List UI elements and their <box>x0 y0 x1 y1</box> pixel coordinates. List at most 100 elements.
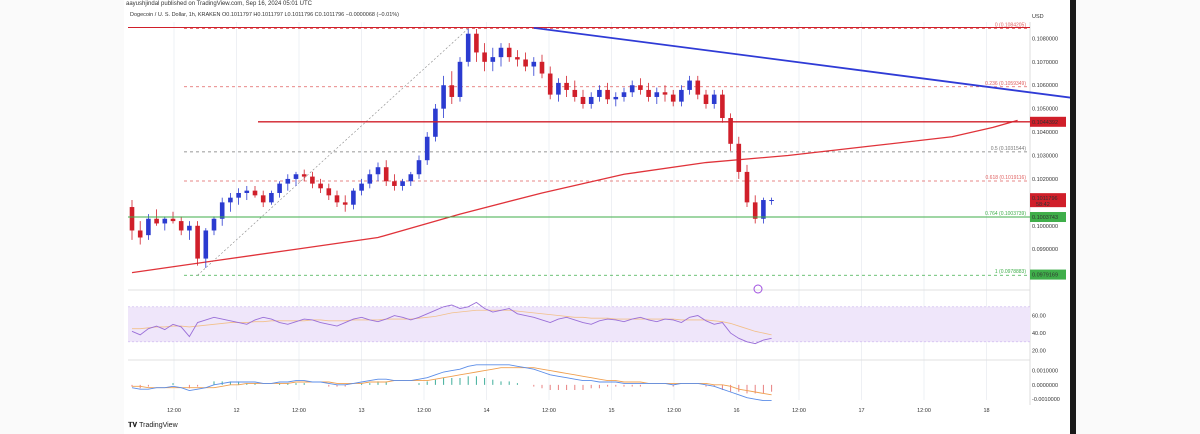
candle-body <box>318 183 323 189</box>
x-tick: 12:00 <box>292 408 306 414</box>
candle-body <box>744 171 750 203</box>
tv-brand: TradingView <box>139 422 178 429</box>
grid <box>128 22 1031 405</box>
candle-body <box>219 202 225 219</box>
macd-pane: 0.0010000 0.0000000 -0.0010000 <box>131 364 1060 403</box>
candle-body <box>400 181 405 186</box>
x-tick: 12:00 <box>542 408 556 414</box>
chart-frame: aayushjindal published on TradingView.co… <box>124 0 1070 434</box>
candle-body <box>515 57 520 60</box>
candle-body <box>228 197 233 203</box>
candle-body <box>383 167 389 182</box>
candle-body <box>252 190 258 196</box>
rsi-tick: 60.00 <box>1032 314 1046 320</box>
left-margin <box>0 0 124 434</box>
event-icon <box>753 284 763 294</box>
tv-logo-icon: 𝐓𝐕 <box>128 422 138 429</box>
candle-body <box>269 192 274 203</box>
macd-tick: -0.0010000 <box>1032 397 1060 403</box>
macd-tick: 0.0010000 <box>1032 369 1058 375</box>
x-tick: 12:00 <box>792 408 806 414</box>
candle-body <box>572 89 578 97</box>
candle-body <box>679 89 684 102</box>
candle-body <box>703 94 709 104</box>
x-tick: 13 <box>358 408 364 414</box>
candle-body <box>367 174 373 184</box>
price-tag-text: 0.1044392 <box>1032 120 1058 126</box>
y-tick: 0.1000000 <box>1032 224 1058 230</box>
rsi-band <box>128 306 1030 342</box>
candle-body <box>326 188 332 196</box>
window-divider <box>1070 0 1076 434</box>
price-tag <box>1030 212 1066 223</box>
macd-line <box>131 364 772 402</box>
candle-body <box>236 192 241 198</box>
axes: USD0.10800000.10700000.10600000.10500000… <box>167 14 1066 414</box>
candle-body <box>154 218 159 224</box>
candle-body <box>260 195 266 203</box>
fib-levels: 0 (0.1084205) 0.236 (0.1059349) 0.5 (0.103… <box>184 23 1030 276</box>
candle-body <box>580 96 586 104</box>
rsi-line <box>131 301 772 345</box>
candle-body <box>556 82 561 95</box>
candle-body <box>564 82 569 90</box>
y-tick: 0.1050000 <box>1032 107 1058 113</box>
chart-svg[interactable]: 0 (0.1084205) 0.236 (0.1059349) 0.5 (0.103… <box>124 0 1070 434</box>
fib-label: 0 (0.1084205) <box>995 23 1026 29</box>
candle-body <box>539 61 545 74</box>
candle-body <box>769 200 774 202</box>
candle-body <box>728 118 733 144</box>
candles <box>129 29 774 294</box>
price-tag <box>1030 269 1066 280</box>
candle-body <box>195 225 200 259</box>
price-tag-text: 0.1003743 <box>1032 215 1058 221</box>
candle-body <box>547 73 553 95</box>
right-margin <box>1076 0 1200 434</box>
x-tick: 18 <box>983 408 989 414</box>
fib-label: 0.236 (0.1059349) <box>985 81 1026 87</box>
candle-body <box>129 207 135 231</box>
candle-body <box>392 181 397 186</box>
drawn-lines <box>128 26 1070 218</box>
candle-body <box>490 57 496 62</box>
candle-body <box>137 230 143 238</box>
candle-body <box>588 96 594 104</box>
candle-body <box>523 59 528 67</box>
candle-body <box>629 85 635 93</box>
candle-body <box>531 61 537 67</box>
x-tick: 12:00 <box>917 408 931 414</box>
x-tick: 12:00 <box>417 408 431 414</box>
candle-body <box>203 230 209 259</box>
candle-body <box>474 33 479 53</box>
candle-body <box>711 94 717 104</box>
candle-body <box>244 190 250 193</box>
x-tick: 17 <box>858 408 864 414</box>
macd-tick: 0.0000000 <box>1032 383 1058 389</box>
candle-body <box>334 195 340 203</box>
candle-body <box>736 143 742 172</box>
candle-body <box>646 89 651 97</box>
candle-body <box>211 218 217 231</box>
candle-body <box>465 33 471 62</box>
candle-body <box>695 80 701 95</box>
candle-body <box>375 167 381 175</box>
candle-body <box>351 190 356 205</box>
candle-body <box>424 136 430 161</box>
candle-body <box>457 61 463 97</box>
candle-body <box>621 92 627 97</box>
candle-body <box>170 218 176 222</box>
fib-anchor-line <box>197 28 469 276</box>
candle-body <box>441 85 446 109</box>
y-tick: 0.1040000 <box>1032 130 1058 136</box>
fib-label: 1 (0.0978883) <box>995 269 1026 275</box>
candle-body <box>416 160 422 175</box>
price-tag-text: 0.1011796 <box>1032 196 1058 202</box>
symbol-info: Dogecoin / U. S. Dollar, 1h, KRAKEN O0.1… <box>130 12 399 18</box>
price-tag-timer: 58:42 <box>1036 202 1050 208</box>
moving-average <box>131 119 1018 274</box>
price-tag-text: 0.0979169 <box>1032 273 1058 279</box>
candle-body <box>752 202 758 219</box>
candle-body <box>342 202 348 205</box>
candle-body <box>449 85 455 97</box>
candle-body <box>613 96 619 100</box>
